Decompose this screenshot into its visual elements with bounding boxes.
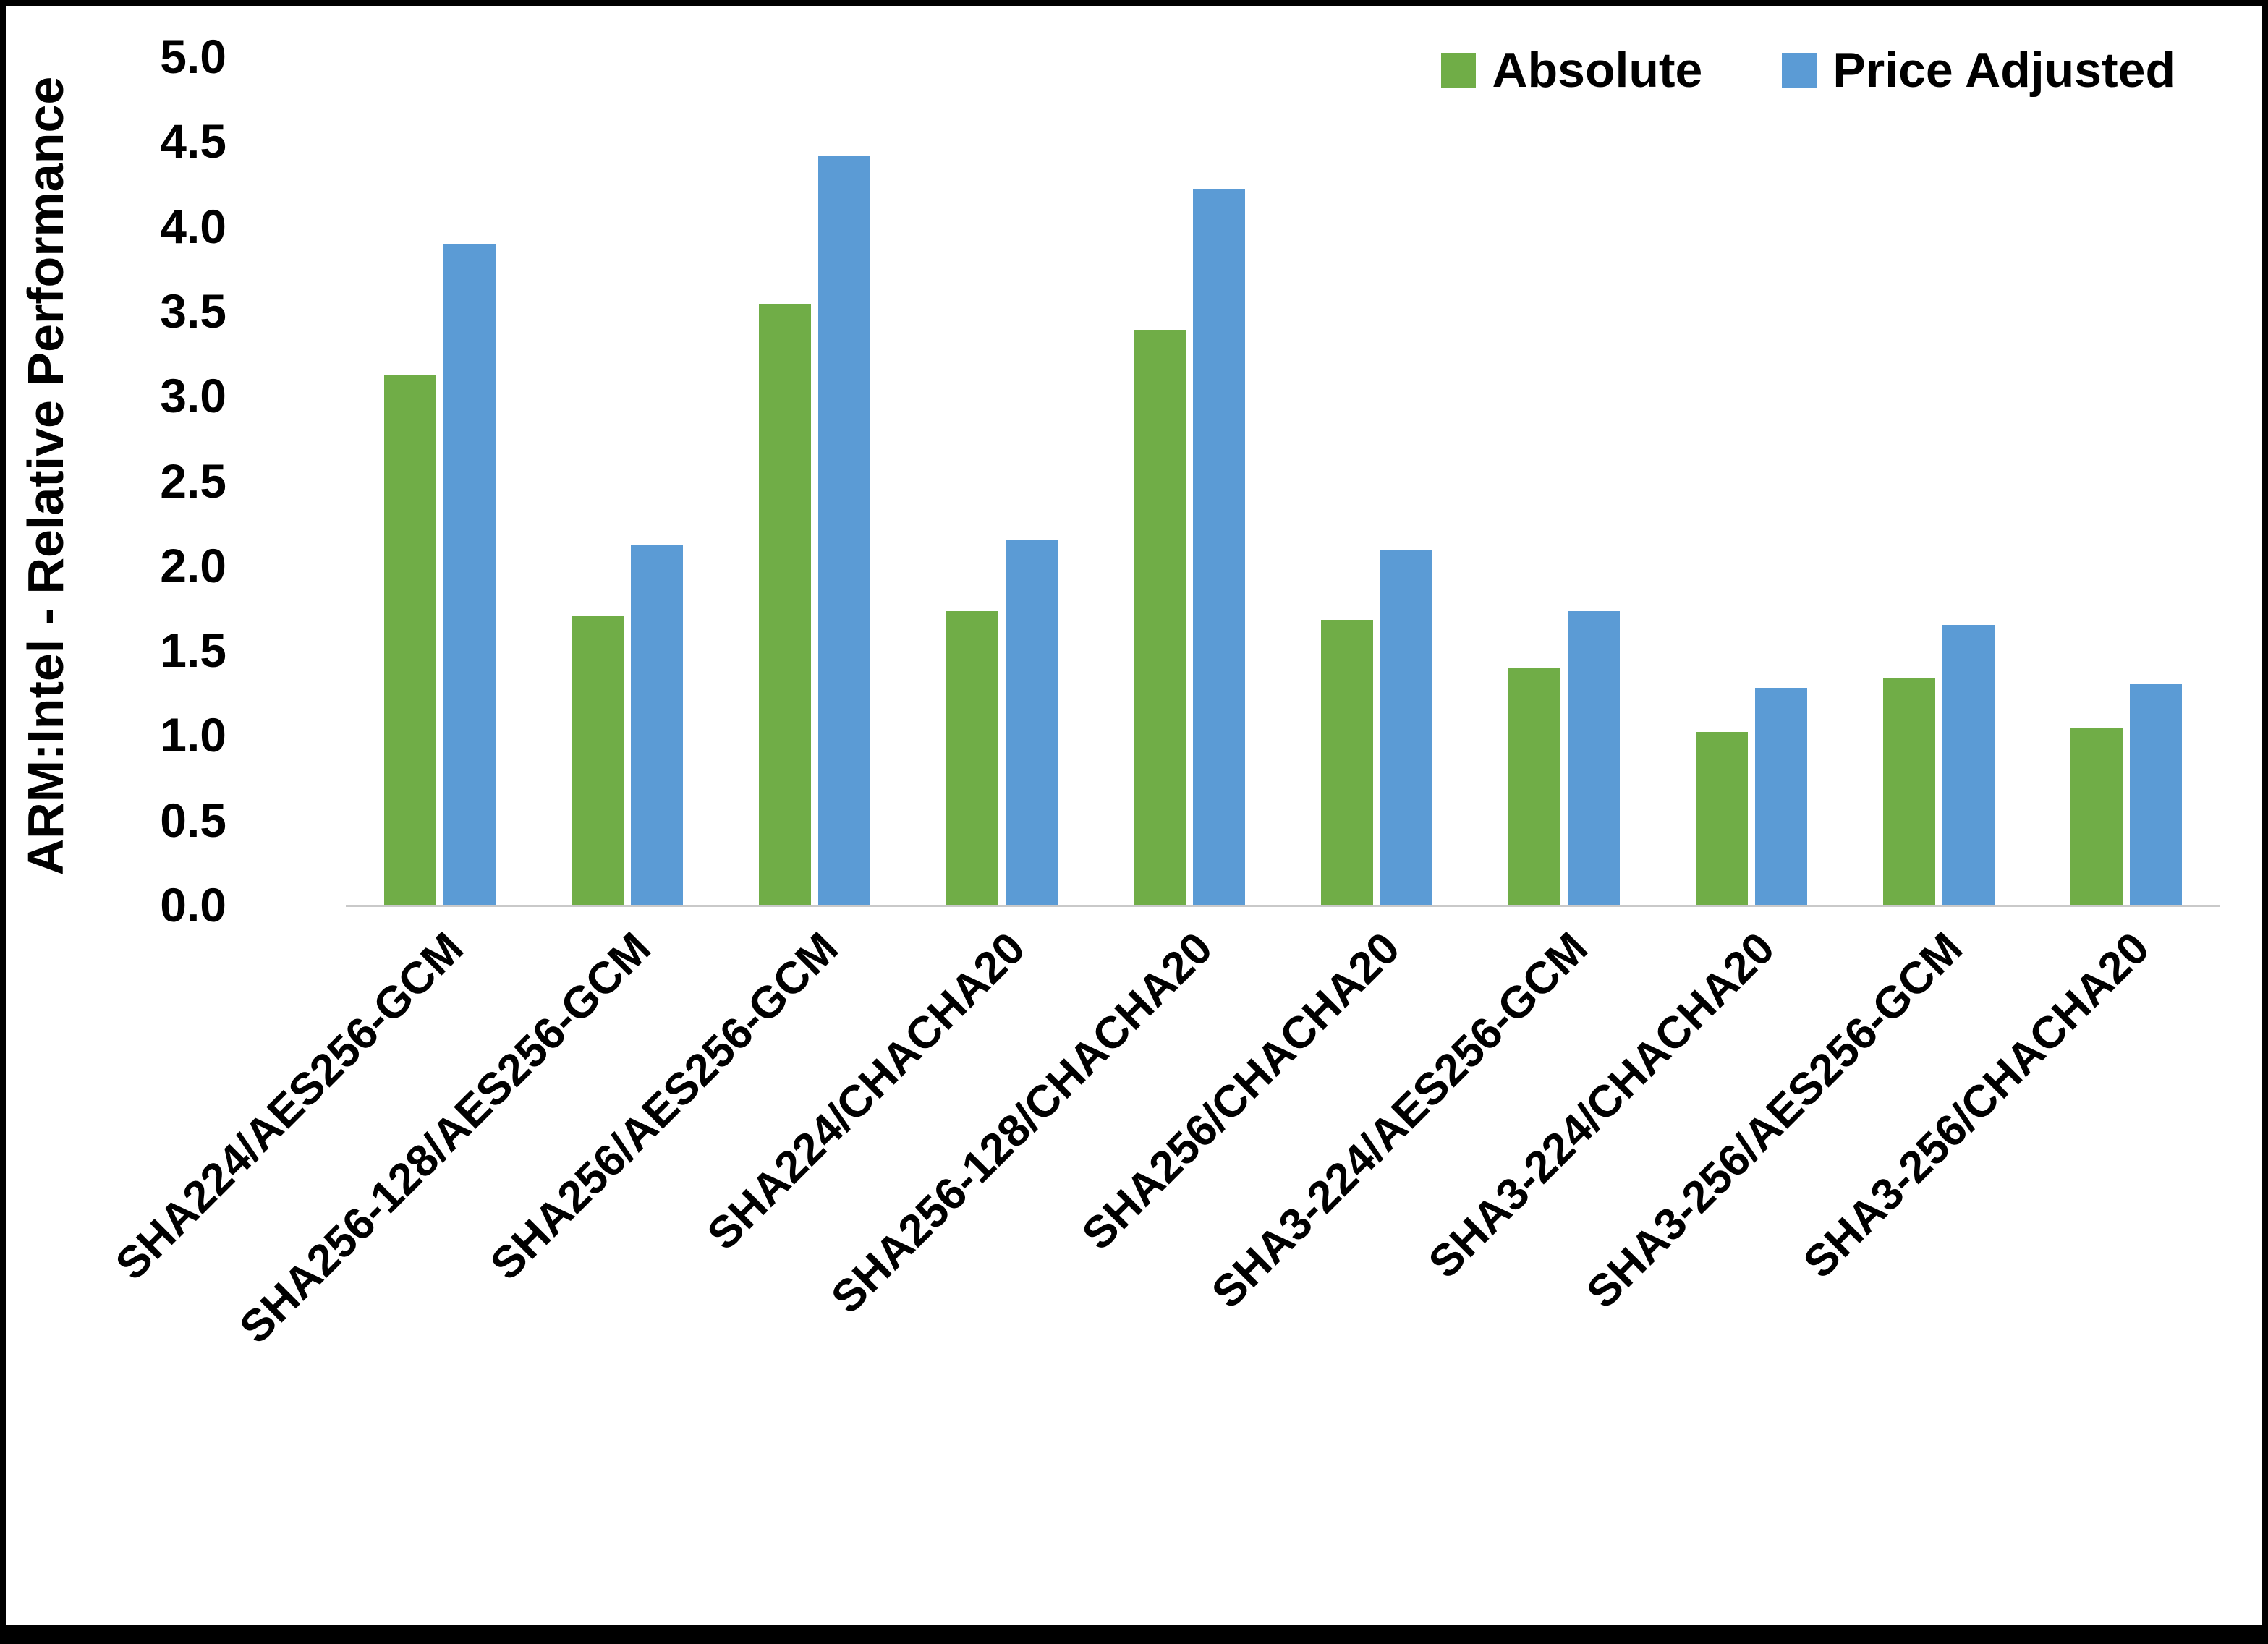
bar-group: SHA256/CHACHA20 [1073,56,1470,1260]
y-axis-title: ARM:Intel - Relative Performance [17,76,74,876]
bar-group: SHA3-224/AES256-GCM [1202,56,1657,1318]
bar-absolute [1320,619,1373,905]
bar-price-adjusted [1754,687,1807,905]
bar-group: SHA256-128/CHACHA20 [822,56,1283,1323]
y-tick-label: 0.0 [160,878,226,932]
x-category-label: SHA3-256/AES256-GCM [1576,923,1972,1319]
x-category-label: SHA3-256/CHACHA20 [1794,923,2159,1288]
bar-price-adjusted [1192,189,1245,905]
bar-price-adjusted [443,244,496,905]
legend: Absolute Price Adjusted [1441,46,2175,95]
bar-group: SHA224/CHACHA20 [698,56,1095,1260]
bar-price-adjusted [1942,624,1995,905]
bar-group: SHA3-224/CHACHA20 [1419,56,1845,1288]
x-category-label: SHA224/AES256-GCM [106,923,473,1290]
legend-swatch-icon [1782,53,1817,88]
bar-group: SHA256/AES256-GCM [481,56,908,1290]
bar-absolute [383,375,436,905]
bar-price-adjusted [1567,611,1620,905]
bar-group: SHA3-256/AES256-GCM [1577,56,2032,1318]
y-tick-label: 3.5 [160,284,226,338]
bar-absolute [1695,731,1748,905]
bar-absolute [946,611,998,905]
legend-item: Absolute [1441,46,1702,95]
y-tick-label: 0.5 [160,793,226,847]
y-tick-label: 2.5 [160,453,226,508]
y-tick-label: 3.0 [160,369,226,423]
x-category-label: SHA256-128/AES256-GCM [229,923,661,1353]
legend-swatch-icon [1441,53,1477,88]
x-category-label: SHA256-128/CHACHA20 [822,923,1223,1324]
bar-price-adjusted [1005,540,1058,905]
bar-absolute [758,304,811,905]
bar-group: SHA256-128/AES256-GCM [230,56,721,1353]
legend-item: Price Adjusted [1782,46,2175,95]
x-category-label: SHA3-224/CHACHA20 [1419,923,1785,1288]
plot-area: SHA224/AES256-GCM SHA256-128/AES256-GCM SH… [106,56,2220,1353]
x-category-label: SHA256/CHACHA20 [1073,923,1410,1260]
y-tick-label: 5.0 [160,30,226,83]
y-tick-label: 2.0 [160,538,226,592]
chart-plot-wrapper: 0.0 0.5 1.0 1.5 2.0 2.5 3.0 3.5 4.0 4.5 5.0 SHA224… [106,33,2220,1353]
bar-price-adjusted [817,156,870,905]
x-category-label: SHA256/AES256-GCM [480,923,848,1290]
bar-price-adjusted [2129,684,2182,905]
bar-group: SHA3-256/CHACHA20 [1794,56,2220,1288]
y-tick-label: 1.5 [160,623,226,678]
bar-group: SHA224/AES256-GCM [106,56,533,1290]
bar-price-adjusted [630,545,683,905]
y-tick-label: 4.0 [160,199,226,253]
y-tick-label: 1.0 [160,708,226,762]
bar-absolute [571,616,624,905]
y-axis-ticks: 0.0 0.5 1.0 1.5 2.0 2.5 3.0 3.5 4.0 4.5 5.0 [160,33,2220,929]
bar-absolute [1882,677,1935,905]
x-category-label: SHA3-224/AES256-GCM [1202,923,1597,1319]
legend-label: Absolute [1492,43,1703,98]
y-tick-label: 4.5 [160,114,226,169]
bar-absolute [1508,667,1560,905]
bar-price-adjusted [1380,550,1432,905]
bar-absolute [1133,329,1186,905]
legend-label: Price Adjusted [1832,43,2175,98]
x-category-label: SHA224/CHACHA20 [698,923,1035,1260]
bar-absolute [2070,728,2123,905]
